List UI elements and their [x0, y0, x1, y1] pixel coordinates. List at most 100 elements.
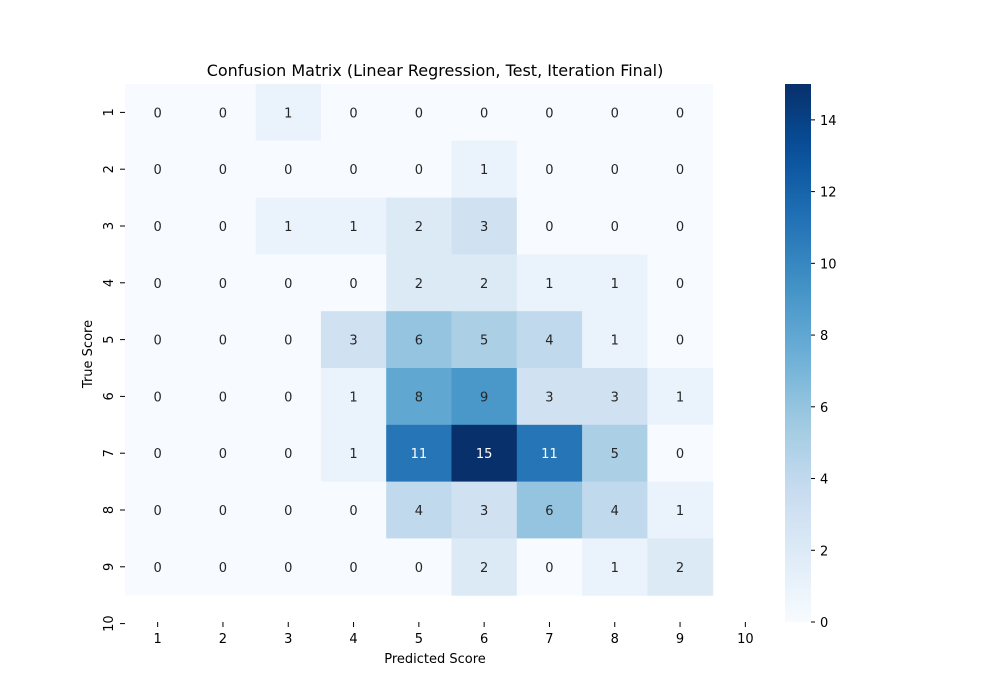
cell-value-label: 0 — [219, 277, 227, 292]
cell-value-label: 3 — [480, 220, 488, 235]
heatmap-cell — [125, 84, 191, 142]
heatmap-cell — [125, 424, 191, 483]
cell-value-label: 0 — [349, 163, 357, 178]
heatmap-cell — [386, 538, 452, 596]
cell-value-label: 0 — [349, 106, 357, 121]
cell-value-label: 0 — [676, 106, 684, 121]
x-axis-ticks: 1 2 3 4 5 6 7 8 9 10 — [154, 622, 754, 647]
cell-value-label: 0 — [284, 277, 292, 292]
colorbar-tick-label: 10 — [820, 257, 837, 272]
heatmap-cell — [125, 368, 191, 426]
heatmap-cell — [190, 140, 257, 199]
heatmap-cell — [190, 481, 257, 539]
heatmap-cell — [386, 140, 452, 199]
heatmap-cell — [582, 254, 648, 312]
heatmap-cell — [320, 481, 387, 539]
x-tick-label: 1 — [154, 632, 162, 647]
heatmap-cell — [320, 254, 387, 312]
heatmap-cell — [386, 481, 452, 539]
cell-value-label: 1 — [611, 334, 619, 349]
heatmap-cell — [647, 84, 714, 142]
heatmap-cell — [125, 311, 191, 369]
cell-value-label: 0 — [545, 163, 553, 178]
cell-value-label: 4 — [611, 504, 619, 519]
cell-value-label: 0 — [219, 163, 227, 178]
heatmap-cell — [320, 197, 387, 255]
cell-value-label: 0 — [611, 220, 619, 235]
heatmap-cell — [125, 140, 191, 199]
heatmap-cell — [386, 368, 452, 426]
cell-value-label: 0 — [219, 390, 227, 405]
colorbar-gradient — [785, 84, 811, 622]
heatmap-cell — [582, 84, 648, 142]
x-tick-label: 7 — [545, 632, 553, 647]
heatmap-cell — [451, 424, 518, 483]
heatmap-cell — [451, 197, 518, 255]
cell-value-label: 1 — [676, 504, 684, 519]
heatmap-cell — [516, 197, 583, 255]
heatmap-cell — [582, 538, 648, 596]
colorbar-tick-label: 12 — [820, 186, 837, 201]
heatmap-cell — [190, 368, 257, 426]
heatmap-cell — [516, 424, 583, 483]
cell-value-label: 4 — [545, 334, 553, 349]
colorbar-ticks: 0 2 4 6 8 10 12 14 — [811, 114, 837, 631]
cell-value-label: 0 — [611, 106, 619, 121]
chart-title: Confusion Matrix (Linear Regression, Tes… — [207, 61, 664, 80]
heatmap-cell — [647, 424, 714, 483]
y-tick-label: 9 — [102, 563, 117, 571]
heatmap-cell — [255, 254, 322, 312]
cell-value-label: 1 — [349, 220, 357, 235]
cell-value-label: 1 — [676, 390, 684, 405]
cell-value-label: 0 — [676, 447, 684, 462]
cell-value-label: 6 — [415, 334, 423, 349]
heatmap-cell — [190, 84, 257, 142]
heatmap-cell — [451, 84, 518, 142]
colorbar-tick-label: 8 — [820, 329, 828, 344]
colorbar-tick-label: 6 — [820, 401, 828, 416]
cell-value-label: 0 — [480, 106, 488, 121]
heatmap-cell — [125, 481, 191, 539]
heatmap-cell — [386, 84, 452, 142]
x-tick-label: 6 — [480, 632, 488, 647]
y-axis-label: True Score — [81, 320, 96, 389]
cell-value-label: 11 — [541, 447, 558, 462]
cell-value-label: 0 — [154, 106, 162, 121]
cell-value-label: 0 — [219, 504, 227, 519]
heatmap-cell — [582, 311, 648, 369]
cell-value-label: 0 — [154, 447, 162, 462]
heatmap-cell — [255, 424, 322, 483]
cell-value-label: 0 — [415, 561, 423, 576]
heatmap-cell — [255, 368, 322, 426]
cell-value-label: 0 — [154, 163, 162, 178]
cell-value-label: 0 — [545, 106, 553, 121]
cell-value-label: 0 — [611, 163, 619, 178]
colorbar-tick-label: 0 — [820, 616, 828, 631]
heatmap-cell — [451, 254, 518, 312]
heatmap-cell — [647, 538, 714, 596]
heatmap-cell — [451, 368, 518, 426]
heatmap-cell — [647, 368, 714, 426]
cell-value-label: 3 — [349, 334, 357, 349]
cell-value-label: 0 — [676, 220, 684, 235]
cell-value-label: 0 — [284, 504, 292, 519]
cell-value-label: 0 — [219, 106, 227, 121]
cell-value-label: 0 — [415, 163, 423, 178]
heatmap-cell — [190, 424, 257, 483]
heatmap-cell — [451, 140, 518, 199]
heatmap-cell — [386, 197, 452, 255]
heatmap-cell — [320, 424, 387, 483]
cell-value-label: 0 — [219, 447, 227, 462]
heatmap-cell — [320, 538, 387, 596]
cell-value-label: 3 — [480, 504, 488, 519]
heatmap-cell — [190, 254, 257, 312]
heatmap-cell — [320, 311, 387, 369]
y-tick-label: 8 — [102, 506, 117, 514]
cell-value-label: 0 — [154, 220, 162, 235]
cell-value-label: 0 — [545, 220, 553, 235]
y-tick-label: 6 — [102, 392, 117, 400]
cell-value-label: 1 — [349, 447, 357, 462]
cell-value-label: 0 — [545, 561, 553, 576]
y-tick-label: 3 — [102, 222, 117, 230]
heatmap-cell — [386, 254, 452, 312]
